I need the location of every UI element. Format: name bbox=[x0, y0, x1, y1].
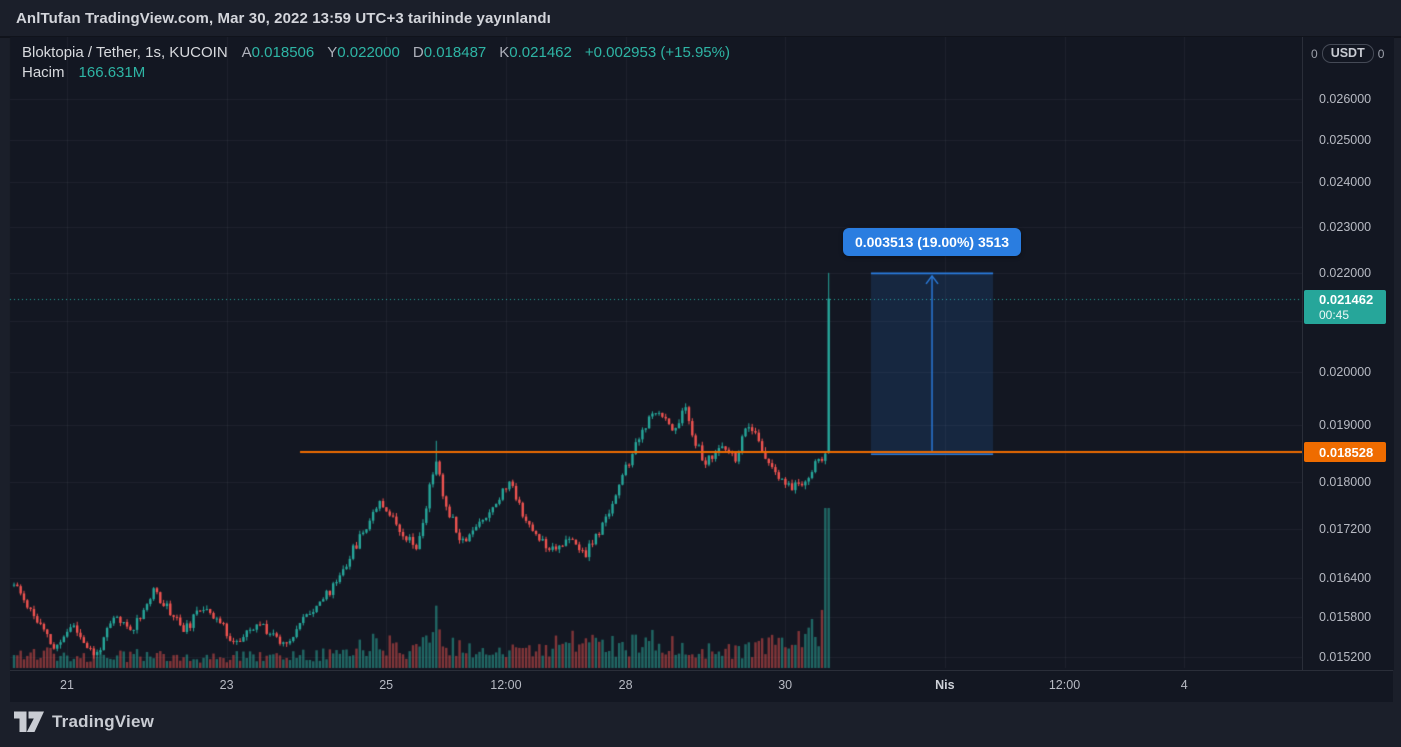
price-tick-label: 0.023000 bbox=[1319, 219, 1372, 234]
price-tick-label: 0.015800 bbox=[1319, 610, 1372, 625]
ohlc-high: Y0.022000 bbox=[327, 44, 400, 61]
publication-banner: AnlTufan TradingView.com, Mar 30, 2022 1… bbox=[0, 0, 1401, 38]
price-tick-label: 0.026000 bbox=[1319, 92, 1372, 107]
price-range-label: 0.003513 (19.00%) 3513 bbox=[854, 234, 1010, 251]
time-tick-label: 12:00 bbox=[1048, 678, 1081, 692]
time-tick-label: 12:00 bbox=[490, 678, 522, 692]
price-tick-label: 0.024000 bbox=[1319, 175, 1372, 190]
tradingview-logo-icon bbox=[14, 711, 44, 732]
price-tick-label: 0.018000 bbox=[1319, 474, 1372, 489]
change-value: +0.002953 (+15.95%) bbox=[584, 44, 730, 61]
volume-value: 166.631M bbox=[78, 64, 146, 81]
currency-unit-button[interactable]: USDT bbox=[1321, 44, 1374, 63]
chart-legend: Bloktopia / Tether, 1s, KUCOIN A0.018506… bbox=[22, 44, 730, 84]
price-tick-label: 0.025000 bbox=[1319, 132, 1372, 147]
time-axis[interactable]: 21 23 25 12:00 28 30 Nis 12:00 4 bbox=[10, 670, 1393, 702]
price-axis[interactable]: 0 USDT 0 0.021462 00:45 0.018528 0.02600… bbox=[1302, 37, 1394, 670]
price-tick-label: 0.017200 bbox=[1319, 521, 1372, 536]
time-tick-label: 30 bbox=[778, 678, 793, 692]
ohlc-close: K0.021462 bbox=[499, 44, 572, 61]
horizontal-line-price-badge[interactable]: 0.018528 bbox=[1304, 441, 1386, 462]
time-tick-label: 23 bbox=[219, 678, 234, 692]
unit-zero-right: 0 bbox=[1377, 46, 1385, 61]
price-tick-label: 0.019000 bbox=[1319, 418, 1372, 433]
time-tick-label: 28 bbox=[618, 678, 633, 692]
unit-zero-left: 0 bbox=[1311, 46, 1318, 61]
price-range-tooltip[interactable]: 0.003513 (19.00%) 3513 bbox=[843, 228, 1022, 257]
time-tick-label: 4 bbox=[1180, 678, 1188, 692]
price-tick-label: 0.016400 bbox=[1319, 571, 1372, 586]
last-price-badge[interactable]: 0.021462 00:45 bbox=[1304, 289, 1386, 324]
volume-label[interactable]: Hacim bbox=[22, 64, 65, 81]
price-tick-label: 0.022000 bbox=[1319, 265, 1372, 280]
tradingview-logo[interactable]: TradingView bbox=[14, 710, 154, 733]
publication-title: AnlTufan TradingView.com, Mar 30, 2022 1… bbox=[16, 9, 551, 27]
ohlc-low: D0.018487 bbox=[412, 44, 487, 61]
chart-canvas[interactable] bbox=[0, 37, 1302, 670]
price-tick-label: 0.020000 bbox=[1319, 365, 1372, 379]
tradingview-logo-text: TradingView bbox=[52, 711, 155, 731]
time-tick-label: 21 bbox=[60, 678, 74, 692]
last-price-value: 0.021462 bbox=[1319, 291, 1374, 307]
ohlc-open: A0.018506 bbox=[241, 44, 315, 61]
time-tick-label: 25 bbox=[379, 678, 394, 692]
bar-countdown: 00:45 bbox=[1319, 307, 1350, 322]
symbol-title[interactable]: Bloktopia / Tether, 1s, KUCOIN bbox=[22, 44, 228, 61]
horizontal-line-price-value: 0.018528 bbox=[1319, 444, 1374, 460]
price-tick-label: 0.015200 bbox=[1319, 650, 1372, 665]
price-scale-unit-row: 0 USDT 0 bbox=[1311, 44, 1384, 63]
time-tick-label: Nis bbox=[935, 678, 955, 692]
